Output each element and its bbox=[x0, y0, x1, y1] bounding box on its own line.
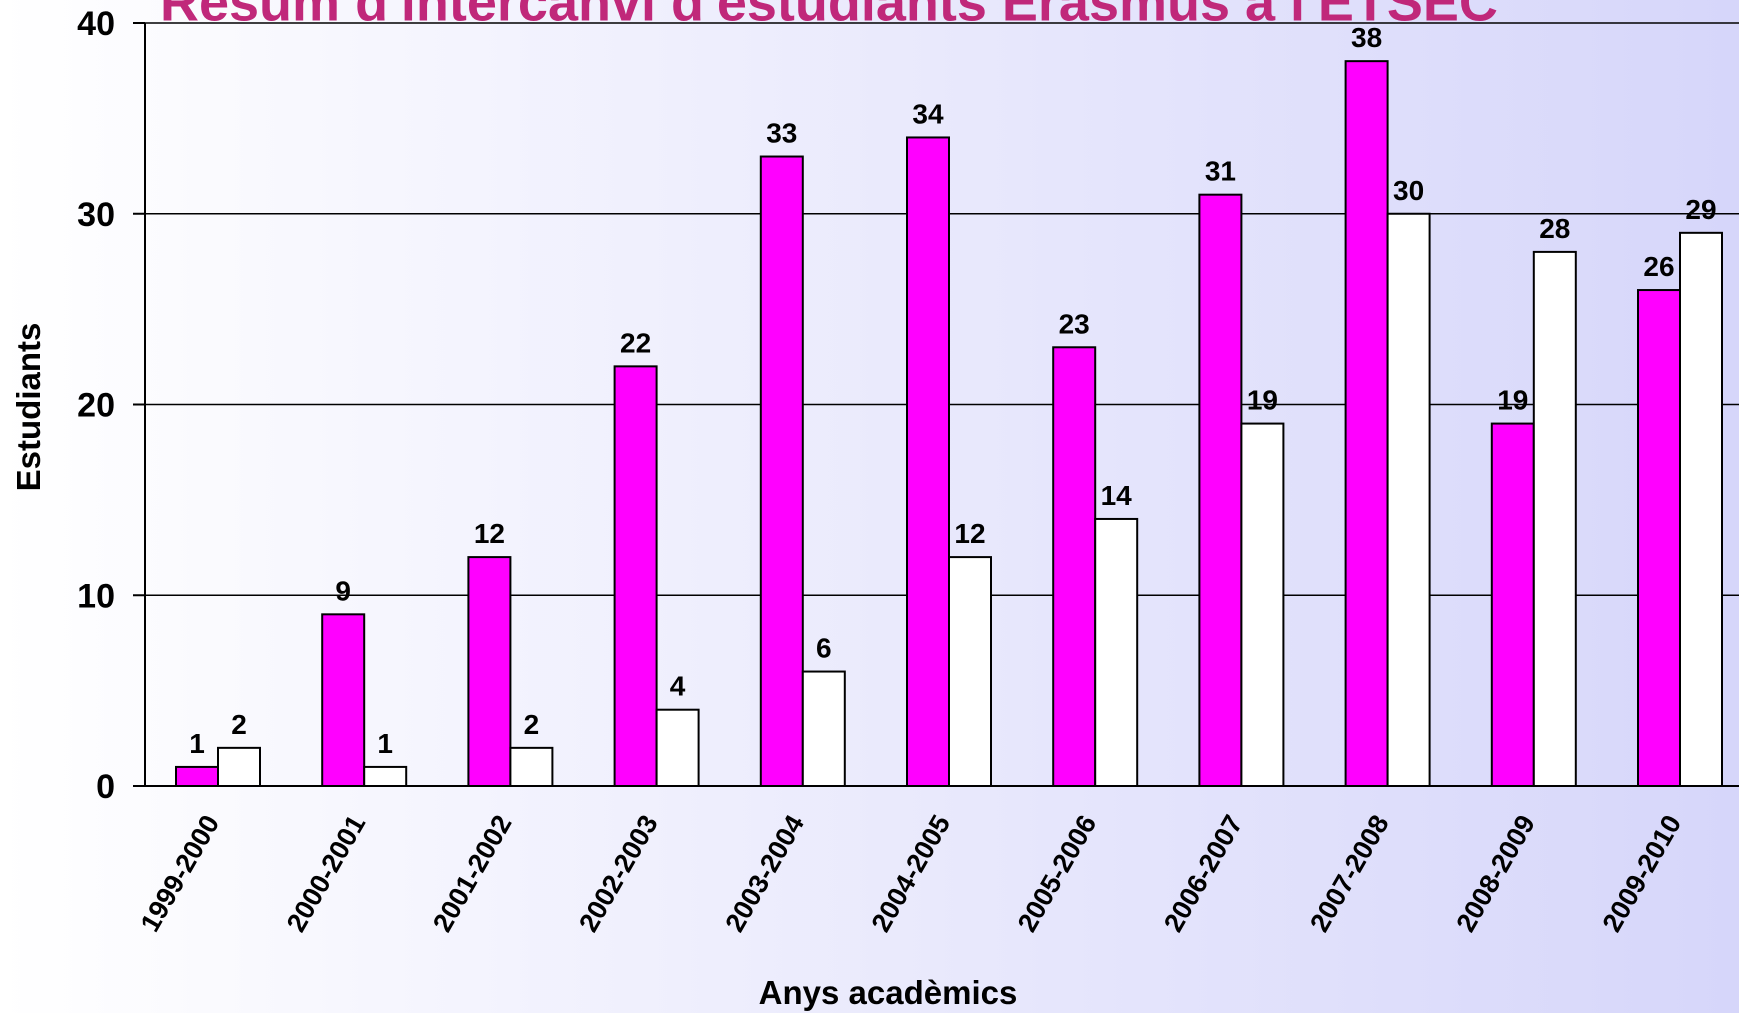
data-label: 1 bbox=[189, 728, 205, 759]
x-tick-label: 2005-2006 bbox=[1012, 810, 1103, 937]
x-tick-label: 2002-2003 bbox=[573, 810, 664, 937]
y-tick-label: 40 bbox=[77, 5, 115, 43]
x-tick-label: 2009-2010 bbox=[1597, 810, 1688, 937]
bar-series-2 bbox=[363, 765, 408, 787]
bar-series-1 bbox=[1052, 346, 1097, 787]
data-label: 26 bbox=[1643, 251, 1674, 282]
x-axis-title: Anys acadèmics bbox=[759, 974, 1018, 1011]
y-axis-title: Estudiants bbox=[10, 323, 47, 492]
bar-series-1 bbox=[175, 765, 219, 787]
data-label: 34 bbox=[912, 98, 944, 129]
data-label: 4 bbox=[670, 671, 686, 702]
data-label: 1 bbox=[377, 728, 393, 759]
bar-series-1 bbox=[1198, 193, 1243, 788]
x-tick-label: 2000-2001 bbox=[281, 810, 372, 937]
data-label: 22 bbox=[620, 327, 651, 358]
bar-series-2 bbox=[801, 670, 846, 787]
data-label: 9 bbox=[335, 575, 351, 606]
data-label: 31 bbox=[1205, 156, 1236, 187]
data-label: 2 bbox=[524, 709, 540, 740]
bar-series-1 bbox=[1637, 289, 1681, 787]
data-label: 30 bbox=[1393, 175, 1424, 206]
x-tick-label: 2003-2004 bbox=[719, 810, 810, 937]
y-tick-label: 30 bbox=[77, 196, 115, 234]
bar-series-2 bbox=[217, 746, 261, 787]
bars bbox=[175, 60, 1723, 788]
bar-series-1 bbox=[1344, 60, 1389, 787]
data-label: 29 bbox=[1685, 194, 1716, 225]
bar-series-2 bbox=[1679, 231, 1723, 787]
y-tick-label: 10 bbox=[77, 577, 115, 615]
bar-series-2 bbox=[1532, 250, 1577, 787]
bar-series-1 bbox=[906, 136, 950, 787]
bar-series-1 bbox=[613, 365, 658, 787]
bar-series-2 bbox=[948, 556, 992, 787]
bar-series-2 bbox=[1094, 517, 1139, 787]
data-label: 2 bbox=[231, 709, 247, 740]
y-tick-label: 20 bbox=[77, 387, 115, 425]
y-tick-label: 0 bbox=[96, 768, 115, 806]
data-label: 6 bbox=[816, 633, 832, 664]
x-tick-label: 1999-2000 bbox=[135, 810, 226, 937]
chart-title: Resum d'intercanvi d'estudiants Erasmus … bbox=[160, 0, 1498, 32]
data-label: 12 bbox=[474, 518, 505, 549]
x-tick-label: 2006-2007 bbox=[1158, 810, 1249, 937]
bar-series-1 bbox=[759, 155, 804, 787]
x-tick-label: 2008-2009 bbox=[1450, 810, 1541, 937]
bar-series-2 bbox=[655, 708, 700, 788]
x-tick-label: 2004-2005 bbox=[866, 810, 957, 937]
data-label: 19 bbox=[1247, 385, 1278, 416]
bar-series-1 bbox=[1490, 422, 1535, 787]
data-label: 12 bbox=[954, 518, 985, 549]
bar-series-2 bbox=[1240, 422, 1285, 787]
bar-series-2 bbox=[509, 746, 554, 787]
data-label: 38 bbox=[1351, 22, 1382, 53]
data-label: 33 bbox=[766, 118, 797, 149]
data-label: 14 bbox=[1101, 480, 1133, 511]
data-label: 28 bbox=[1539, 213, 1570, 244]
data-label: 23 bbox=[1059, 308, 1090, 339]
x-tick-label: 2001-2002 bbox=[427, 810, 518, 937]
bar-series-1 bbox=[467, 556, 512, 787]
bar-series-1 bbox=[321, 613, 366, 788]
x-tick-label: 2007-2008 bbox=[1304, 810, 1395, 937]
data-label: 19 bbox=[1497, 385, 1528, 416]
bar-series-2 bbox=[1386, 212, 1431, 787]
